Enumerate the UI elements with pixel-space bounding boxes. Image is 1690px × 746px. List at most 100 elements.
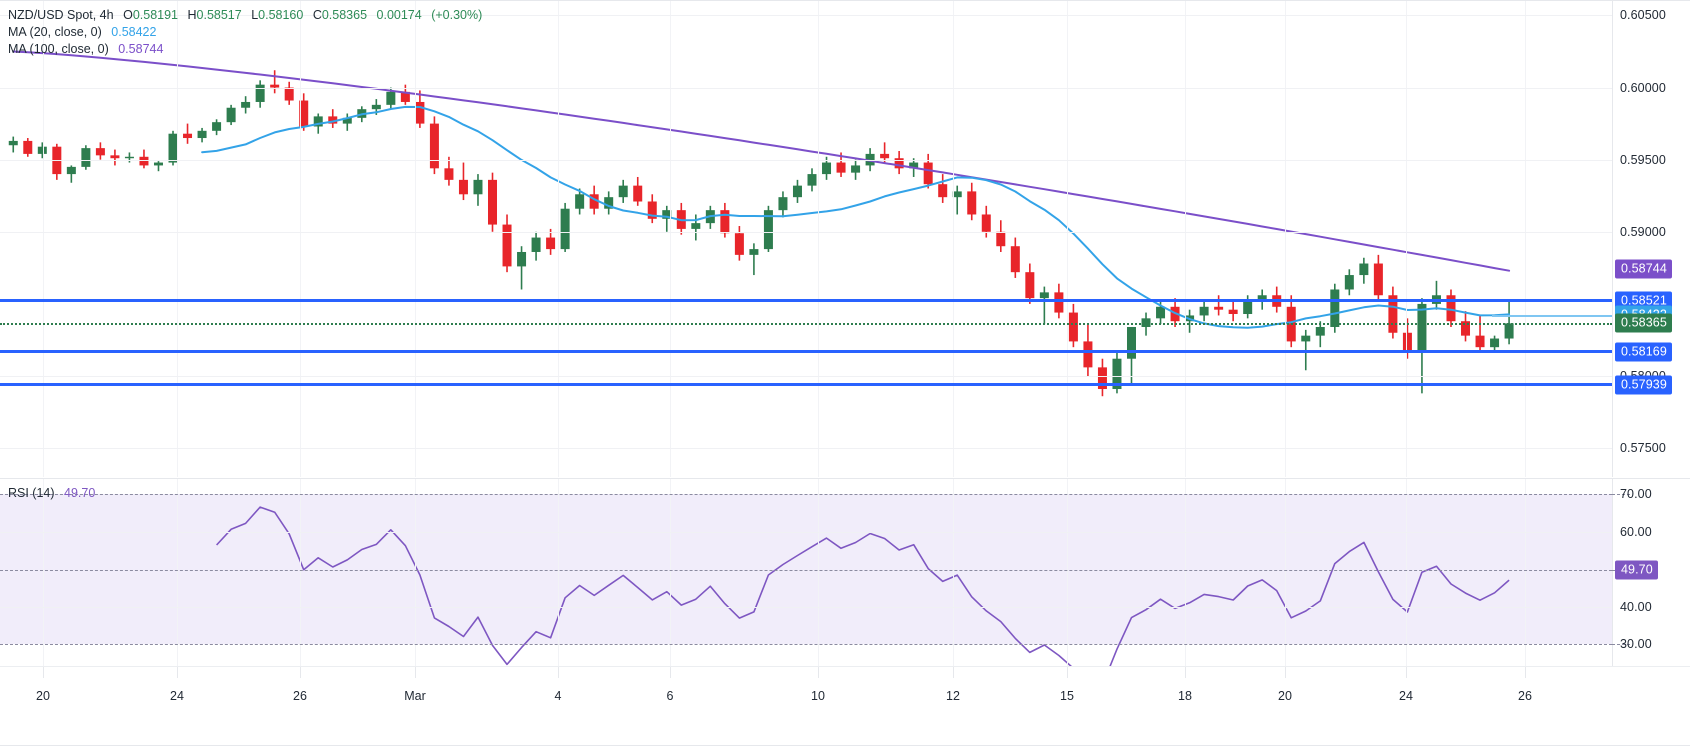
candle-body[interactable] — [952, 191, 962, 198]
candle-body[interactable] — [212, 122, 222, 131]
candle-body[interactable] — [400, 91, 410, 102]
price-plot-area[interactable] — [0, 1, 1612, 477]
candle-body[interactable] — [197, 130, 207, 139]
rsi-axis[interactable]: 70.00 60.00 40.00 30.00 49.70 — [1612, 479, 1690, 666]
candle-body[interactable] — [967, 191, 977, 215]
rsi-line[interactable] — [216, 506, 1510, 666]
candle-body[interactable] — [618, 185, 628, 198]
level-line-support-2[interactable] — [0, 383, 1612, 387]
candle-body[interactable] — [386, 91, 396, 105]
candle-body[interactable] — [1141, 318, 1151, 327]
candle-body[interactable] — [81, 148, 91, 167]
candle-body[interactable] — [255, 84, 265, 102]
candle-body[interactable] — [1504, 323, 1514, 339]
candle-body[interactable] — [183, 133, 193, 139]
candle-body[interactable] — [923, 162, 933, 185]
candle-body[interactable] — [1301, 335, 1311, 342]
candle-body[interactable] — [139, 156, 149, 166]
candle-body[interactable] — [241, 101, 251, 108]
candle-body[interactable] — [299, 100, 309, 127]
candle-body[interactable] — [1461, 321, 1471, 336]
candle-body[interactable] — [8, 140, 18, 146]
candle-body[interactable] — [429, 123, 439, 169]
candle-body[interactable] — [371, 104, 381, 110]
candle-body[interactable] — [749, 249, 759, 255]
candle-body[interactable] — [1402, 332, 1412, 353]
candle-body[interactable] — [575, 194, 585, 209]
candle-body[interactable] — [720, 210, 730, 234]
ma100-line[interactable] — [12, 50, 1511, 272]
price-axis[interactable]: 0.605000.600000.595000.590000.580000.575… — [1612, 1, 1690, 477]
level-line-support-1[interactable] — [0, 350, 1612, 354]
candle-body[interactable] — [763, 210, 773, 250]
ma100-badge[interactable]: 0.58744 — [1615, 259, 1672, 279]
candle-body[interactable] — [415, 101, 425, 124]
candle-body[interactable] — [647, 201, 657, 219]
candle-body[interactable] — [502, 224, 512, 267]
candle-body[interactable] — [342, 117, 352, 124]
candle-body[interactable] — [1025, 272, 1035, 299]
candle-body[interactable] — [691, 223, 701, 229]
support2-badge[interactable]: 0.57939 — [1615, 375, 1672, 395]
rsi-value-badge[interactable]: 49.70 — [1615, 560, 1658, 580]
candle-body[interactable] — [589, 194, 599, 209]
candle-body[interactable] — [1417, 303, 1427, 353]
candle-body[interactable] — [1156, 306, 1166, 319]
candle-body[interactable] — [1214, 306, 1224, 310]
candle-body[interactable] — [1330, 289, 1340, 327]
candle-body[interactable] — [1068, 312, 1078, 342]
candle-body[interactable] — [1228, 309, 1238, 315]
candle-body[interactable] — [1054, 292, 1064, 313]
candle-body[interactable] — [1083, 341, 1093, 368]
candle-body[interactable] — [124, 156, 134, 159]
time-axis[interactable]: 20 24 26 Mar 4 6 10 12 15 18 20 24 26 — [0, 666, 1690, 745]
last-price-badge[interactable]: 0.58365 — [1615, 313, 1672, 333]
candle-body[interactable] — [1475, 335, 1485, 348]
candle-body[interactable] — [778, 197, 788, 211]
candle-body[interactable] — [110, 155, 120, 159]
candle-body[interactable] — [444, 168, 454, 180]
candle-body[interactable] — [270, 84, 280, 88]
candle-body[interactable] — [226, 107, 236, 123]
level-line-resistance[interactable] — [0, 299, 1612, 303]
candle-body[interactable] — [894, 158, 904, 169]
candle-body[interactable] — [153, 162, 163, 166]
candle-body[interactable] — [734, 233, 744, 255]
candle-body[interactable] — [95, 148, 105, 156]
candle-body[interactable] — [1344, 275, 1354, 290]
candle-body[interactable] — [328, 116, 338, 124]
candle-body[interactable] — [531, 237, 541, 252]
candle-body[interactable] — [1359, 263, 1369, 276]
candle-body[interactable] — [662, 210, 672, 219]
candle-body[interactable] — [458, 179, 468, 195]
candle-body[interactable] — [546, 237, 556, 250]
candle-body[interactable] — [1010, 246, 1020, 273]
candle-body[interactable] — [284, 87, 294, 101]
resistance-badge[interactable]: 0.58521 — [1615, 291, 1672, 311]
candle-body[interactable] — [1039, 292, 1049, 299]
rsi-plot-area[interactable] — [0, 479, 1612, 666]
candle-body[interactable] — [1446, 295, 1456, 322]
candle-body[interactable] — [1315, 326, 1325, 336]
candle-body[interactable] — [517, 251, 527, 267]
candle-body[interactable] — [633, 185, 643, 202]
candle-body[interactable] — [1126, 326, 1136, 359]
candle-body[interactable] — [1199, 306, 1209, 316]
candle-body[interactable] — [168, 133, 178, 163]
candle-body[interactable] — [1373, 263, 1383, 296]
candle-body[interactable] — [981, 214, 991, 232]
ma20-line[interactable] — [201, 105, 1511, 329]
candle-body[interactable] — [792, 185, 802, 198]
candle-body[interactable] — [313, 116, 323, 127]
candle-body[interactable] — [1388, 295, 1398, 333]
candle-body[interactable] — [23, 140, 33, 154]
candle-body[interactable] — [560, 208, 570, 250]
candle-body[interactable] — [938, 184, 948, 198]
support-badge[interactable]: 0.58169 — [1615, 342, 1672, 362]
candle-body[interactable] — [473, 179, 483, 195]
candle-body[interactable] — [1490, 338, 1500, 348]
candle-body[interactable] — [604, 197, 614, 209]
candle-body[interactable] — [37, 146, 47, 154]
candle-body[interactable] — [1257, 295, 1267, 302]
candle-body[interactable] — [1097, 367, 1107, 390]
